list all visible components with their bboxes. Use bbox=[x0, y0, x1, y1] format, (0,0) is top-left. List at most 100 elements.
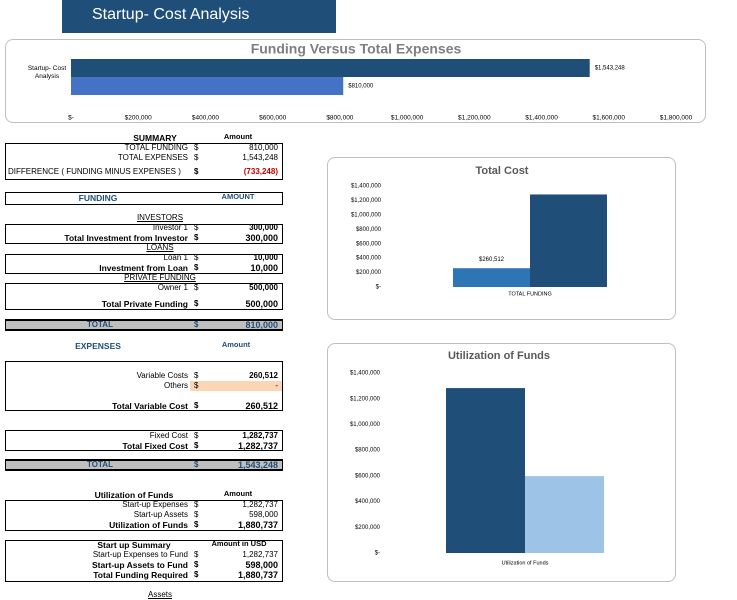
x-tick-label: $1,000,000 bbox=[391, 115, 424, 122]
currency: $ bbox=[194, 320, 199, 329]
value-label: $1,543,248 bbox=[595, 66, 626, 72]
row-label: Total Variable Cost bbox=[112, 401, 188, 411]
y-tick-label: $1,200,000 bbox=[351, 198, 382, 204]
y-tick-label: $1,400,000 bbox=[350, 371, 381, 377]
y-tick-label: $1,000,000 bbox=[350, 422, 381, 428]
chart-title: Total Cost bbox=[476, 165, 529, 177]
value-label: $810,000 bbox=[348, 84, 374, 90]
table-header: Amount bbox=[223, 489, 253, 498]
row-amount: 260,512 bbox=[249, 371, 278, 380]
bar bbox=[525, 476, 604, 553]
table-box bbox=[5, 283, 283, 310]
currency: $ bbox=[194, 550, 199, 559]
table-header: Amount bbox=[221, 340, 251, 349]
y-tick-label: $1,200,000 bbox=[350, 396, 381, 402]
bar bbox=[71, 59, 590, 77]
x-tick-label: $800,000 bbox=[326, 115, 353, 122]
chart-title: Utilization of Funds bbox=[448, 350, 550, 362]
y-tick-label: $1,000,000 bbox=[351, 212, 382, 218]
currency: $ bbox=[194, 233, 199, 242]
row-label: Total Private Funding bbox=[101, 299, 188, 309]
y-tick-label: $400,000 bbox=[355, 499, 381, 505]
currency: $ bbox=[194, 570, 199, 579]
table-header: Amount in USD bbox=[211, 539, 267, 548]
currency: $ bbox=[194, 167, 199, 176]
bar bbox=[71, 77, 344, 95]
row-amount: 500,000 bbox=[245, 299, 278, 309]
currency: $ bbox=[194, 253, 199, 262]
table-header: AMOUNT bbox=[221, 192, 255, 201]
total-row bbox=[5, 459, 283, 471]
row-amount: 300,000 bbox=[249, 223, 278, 232]
x-tick-label: $1,800,000 bbox=[660, 115, 693, 122]
currency: $ bbox=[194, 143, 199, 152]
currency: $ bbox=[194, 520, 199, 529]
row-amount: 1,880,737 bbox=[237, 570, 278, 580]
y-tick-label: $600,000 bbox=[355, 473, 381, 479]
table-box bbox=[5, 143, 283, 180]
table-box bbox=[5, 361, 283, 411]
row-label: Start-up Expenses to Fund bbox=[92, 550, 188, 559]
y-tick-label: $1,400,000 bbox=[351, 184, 382, 190]
x-tick-label: Utilization of Funds bbox=[502, 560, 549, 566]
bar bbox=[530, 194, 607, 287]
currency: $ bbox=[194, 299, 199, 308]
y-tick-label: $800,000 bbox=[356, 227, 382, 233]
row-label: Owner 1 bbox=[157, 283, 188, 292]
currency: $ bbox=[194, 381, 199, 390]
table-header: FUNDING bbox=[78, 193, 118, 203]
chart: Utilization of Funds $- $200,000 $400,000 $6… bbox=[350, 350, 604, 566]
row-label: TOTAL bbox=[87, 460, 113, 469]
row-label: Start-up Assets to Fund bbox=[91, 560, 188, 570]
row-label: Fixed Cost bbox=[149, 431, 188, 440]
table-header: Utilization of Funds bbox=[94, 490, 174, 500]
x-tick-label: $400,000 bbox=[192, 115, 219, 122]
row-amount: 810,000 bbox=[245, 320, 278, 330]
x-tick-label: $600,000 bbox=[259, 115, 286, 122]
y-tick-label: $400,000 bbox=[356, 256, 382, 262]
table-header: Amount bbox=[223, 132, 253, 141]
row-label: LOANS bbox=[146, 243, 174, 252]
row-amount: 500,000 bbox=[249, 283, 278, 292]
row-amount: 1,282,737 bbox=[242, 550, 278, 559]
row-label: INVESTORS bbox=[136, 213, 184, 222]
table-box bbox=[5, 224, 283, 244]
page-title: Startup- Cost Analysis bbox=[92, 6, 250, 23]
table-header: Start up Summary bbox=[97, 540, 171, 550]
row-amount: 598,000 bbox=[249, 510, 278, 519]
row-amount: 1,543,248 bbox=[242, 153, 278, 162]
currency: $ bbox=[194, 460, 199, 469]
table-box bbox=[5, 254, 283, 274]
table-box bbox=[5, 500, 283, 531]
row-amount: 260,512 bbox=[245, 401, 278, 411]
currency: $ bbox=[194, 263, 199, 272]
y-tick-label: $600,000 bbox=[356, 241, 382, 247]
category-label: Startup- Cost Analysis bbox=[27, 65, 67, 80]
currency: $ bbox=[194, 371, 199, 380]
row-amount: 598,000 bbox=[245, 560, 278, 570]
row-label: Total Investment from Investor bbox=[64, 233, 188, 243]
row-label: Investor 1 bbox=[152, 223, 188, 232]
row-amount: 1,880,737 bbox=[237, 520, 278, 530]
row-amount: 1,543,248 bbox=[237, 460, 278, 470]
chart: Total Cost $- $200,000 $400,000 $600,000 $800… bbox=[351, 165, 607, 297]
x-tick-label: $- bbox=[68, 115, 74, 122]
table-box bbox=[5, 430, 283, 451]
y-tick-label: $200,000 bbox=[356, 270, 382, 276]
table-box bbox=[5, 540, 283, 582]
x-tick-label: TOTAL FUNDING bbox=[508, 291, 552, 297]
x-tick-label: $1,400,000 bbox=[525, 115, 558, 122]
row-label: Start-up Expenses bbox=[122, 500, 188, 509]
chart: Funding Versus Total Expenses $- $200,000 $… bbox=[68, 41, 693, 122]
currency: $ bbox=[194, 510, 199, 519]
row-amount: 1,282,737 bbox=[242, 431, 278, 440]
currency: $ bbox=[194, 560, 199, 569]
row-label: Start-up Assets bbox=[133, 510, 188, 519]
row-label: Investment from Loan bbox=[99, 263, 188, 273]
row-label: Assets bbox=[147, 590, 172, 599]
value-label: $260,512 bbox=[479, 257, 505, 263]
currency: $ bbox=[194, 283, 199, 292]
currency: $ bbox=[194, 431, 199, 440]
row-label: PRIVATE FUNDING bbox=[124, 273, 196, 282]
